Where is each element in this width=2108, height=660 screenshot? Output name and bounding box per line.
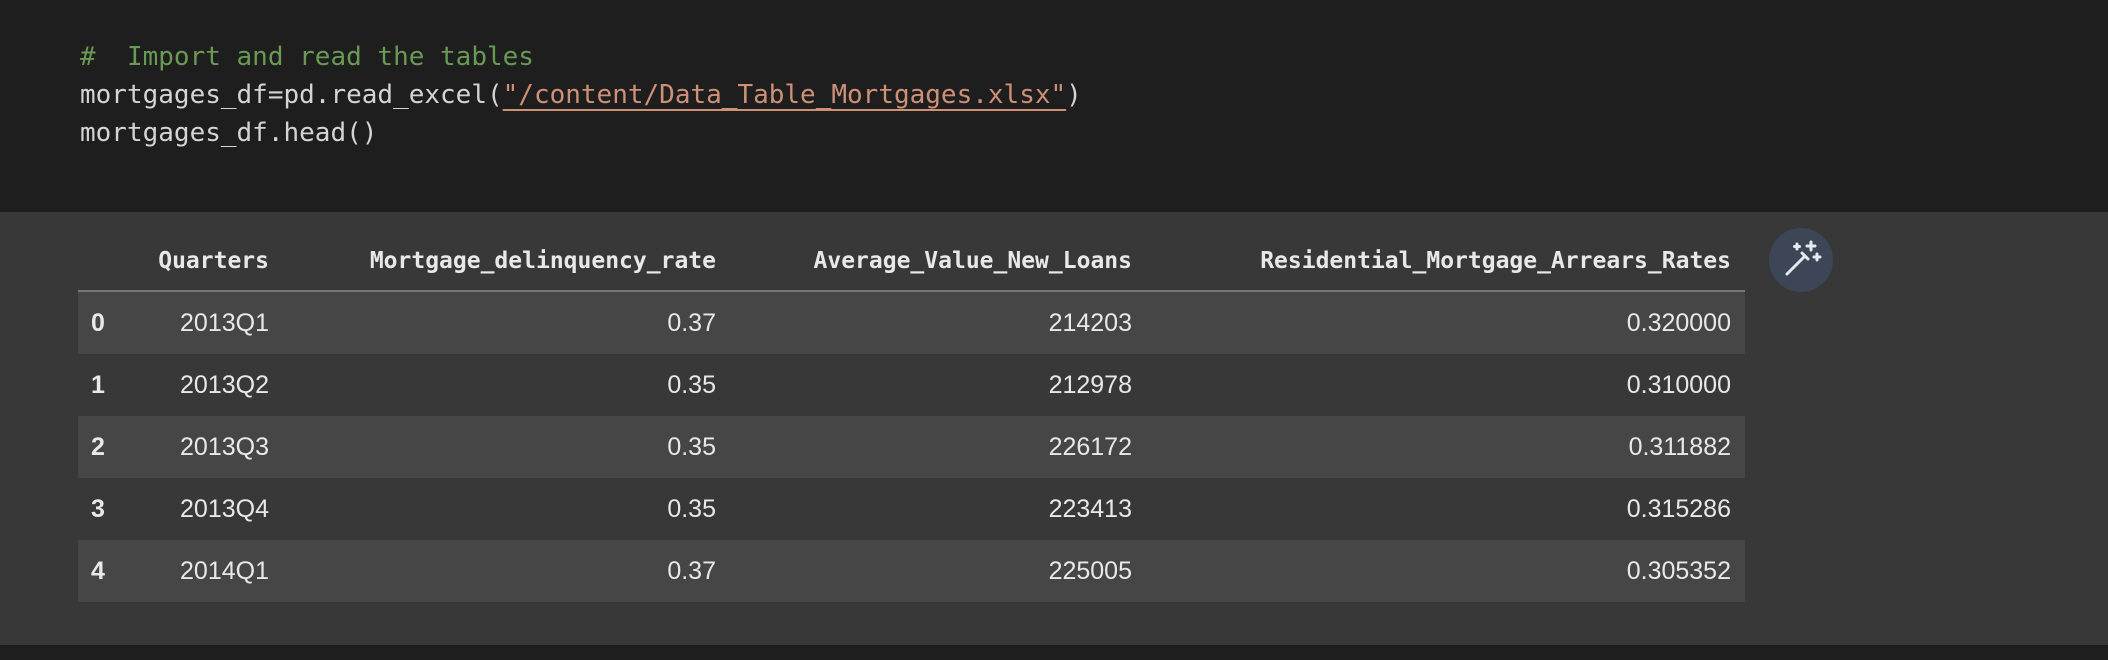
table-cell: 2013Q3 <box>180 432 269 461</box>
table-cell: 212978 <box>1048 370 1132 399</box>
row-index: 1 <box>91 370 105 399</box>
row-index: 4 <box>91 556 105 585</box>
table-cell: 2013Q2 <box>180 370 269 399</box>
table-cell: 225005 <box>1048 556 1132 585</box>
file-path[interactable]: "/content/Data_Table_Mortgages.xlsx" <box>502 80 1067 110</box>
table-cell: 0.315286 <box>1626 494 1731 523</box>
table-cell: 226172 <box>1048 432 1132 461</box>
table-row: 1 2013Q2 0.35 212978 0.310000 <box>78 354 1745 416</box>
comment: # Import and read the tables <box>80 42 534 72</box>
table-cell: 0.35 <box>667 432 716 461</box>
table-cell: 0.305352 <box>1626 556 1731 585</box>
table-cell: 0.310000 <box>1626 370 1731 399</box>
table-row: 0 2013Q1 0.37 214203 0.320000 <box>78 291 1745 354</box>
wand-icon <box>1785 240 1822 276</box>
table-cell: 0.35 <box>667 370 716 399</box>
table-row: 3 2013Q4 0.35 223413 0.315286 <box>78 478 1745 540</box>
code-line: mortgages_df.head() <box>80 114 1082 152</box>
table-cell: 2014Q1 <box>180 556 269 585</box>
table-cell: 214203 <box>1048 308 1132 337</box>
table-row: 4 2014Q1 0.37 225005 0.305352 <box>78 540 1745 602</box>
column-header: Quarters <box>120 232 283 292</box>
column-header: Mortgage_delinquency_rate <box>283 232 730 292</box>
table-body: 0 2013Q1 0.37 214203 0.320000 1 2013Q2 0.35 2129… <box>78 291 1745 602</box>
row-index: 2 <box>91 432 105 461</box>
row-index: 0 <box>91 308 105 337</box>
table-cell: 2013Q1 <box>180 308 269 337</box>
code-text: ) <box>1066 80 1082 110</box>
column-header: Residential_Mortgage_Arrears_Rates <box>1146 232 1745 292</box>
code-text: mortgages_df=pd.read_excel( <box>80 80 503 110</box>
code-line: # Import and read the tables <box>80 38 1082 76</box>
header-row: Quarters Mortgage_delinquency_rate Average… <box>78 232 1745 292</box>
output-area: Quarters Mortgage_delinquency_rate Average… <box>0 212 2108 645</box>
column-header: Average_Value_New_Loans <box>730 232 1146 292</box>
table-cell: 0.37 <box>667 308 716 337</box>
table-cell: 2013Q4 <box>180 494 269 523</box>
code-line: mortgages_df=pd.read_excel("/content/Dat… <box>80 76 1082 114</box>
table-cell: 0.320000 <box>1626 308 1731 337</box>
table-cell: 223413 <box>1048 494 1132 523</box>
index-header <box>78 232 120 292</box>
table-cell: 0.35 <box>667 494 716 523</box>
code-cell[interactable]: # Import and read the tables mortgages_df… <box>80 38 1082 152</box>
magic-button[interactable] <box>1767 226 1835 294</box>
table-row: 2 2013Q3 0.35 226172 0.311882 <box>78 416 1745 478</box>
dataframe: Quarters Mortgage_delinquency_rate Average… <box>78 232 1745 602</box>
code-text: mortgages_df.head() <box>80 118 378 148</box>
row-index: 3 <box>91 494 105 523</box>
table-cell: 0.37 <box>667 556 716 585</box>
table-cell: 0.311882 <box>1628 432 1731 461</box>
